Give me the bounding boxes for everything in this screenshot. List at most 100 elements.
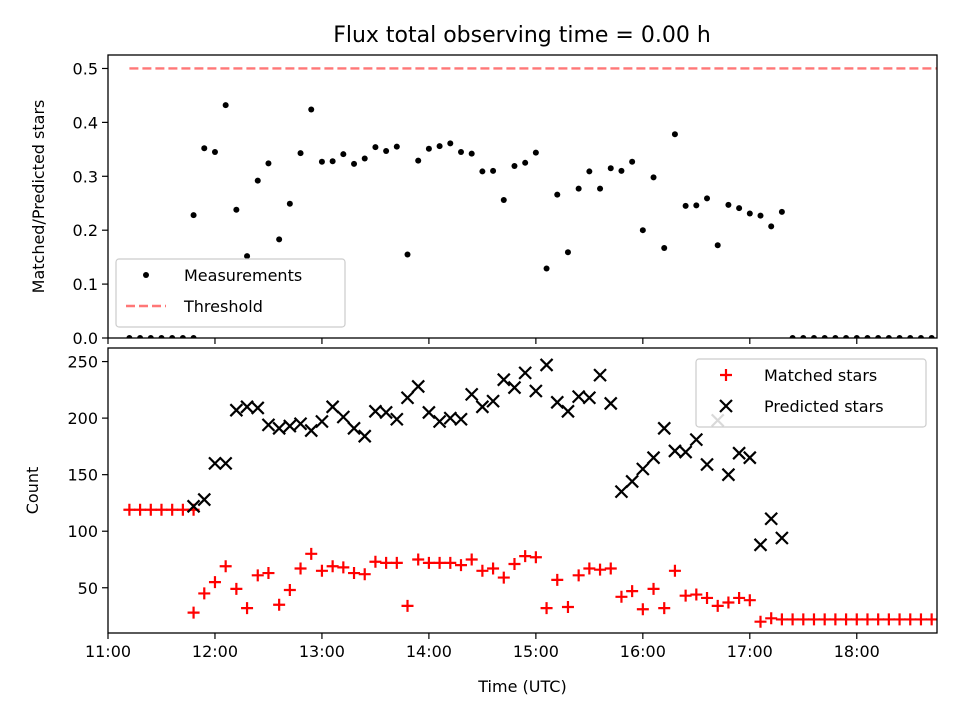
matched-star-point [701,591,714,604]
measurement-point [607,165,614,172]
measurement-point [393,143,400,150]
legend-marker [719,399,733,413]
matched-star-point [658,602,671,615]
matched-star-point [508,558,521,571]
matched-star-point [433,556,446,569]
measurement-point [351,160,358,167]
predicted-star-point [646,450,661,465]
measurement-point [864,335,871,338]
measurement-point [917,335,924,338]
measurement-point [575,185,582,192]
measurement-point [522,159,529,166]
matched-star-point [551,573,564,586]
matched-star-point [444,556,457,569]
measurement-point [671,131,678,138]
measurement-point [789,335,796,338]
y-tick-label: 150 [67,466,98,485]
matched-star-point [797,613,810,626]
x-tick-label: 11:00 [85,642,131,661]
measurement-point [950,335,956,341]
predicted-star-point [518,366,532,380]
measurement-point [158,335,165,338]
y-tick-label: 0.1 [73,275,98,294]
matched-star-point [155,503,168,516]
predicted-star-point [208,456,222,471]
predicted-star-point [272,421,286,436]
predicted-star-point [603,396,618,411]
predicted-star-point [614,484,629,499]
matched-star-point [914,613,927,626]
predicted-star-point [529,384,543,398]
measurement-point [244,253,251,260]
matched-star-point [829,613,842,626]
matched-star-point [326,560,339,573]
legend-marker [143,272,149,278]
matched-star-point [358,568,371,581]
matched-star-point [861,613,874,626]
measurement-point [479,168,486,175]
y-tick-label: 200 [67,409,98,428]
measurement-point [137,335,144,338]
plot-area [126,67,956,341]
measurement-point [222,102,229,109]
predicted-star-point [347,421,361,436]
matched-star-point [497,571,510,584]
measurement-point [201,145,208,152]
predicted-star-point [753,538,768,552]
measurement-point [457,149,464,156]
predicted-star-point [186,499,201,514]
predicted-star-point [497,372,511,387]
measurement-point [329,158,336,165]
measurement-point [276,236,283,243]
predicted-star-point [678,445,693,459]
matched-star-point [380,556,393,569]
matched-star-point [594,563,607,576]
predicted-star-point [486,394,500,408]
legend-box [695,358,927,428]
predicted-star-point [571,389,586,404]
legend-label: Predicted stars [764,397,884,416]
predicted-star-point [593,368,607,382]
measurement-point [404,251,411,258]
count-panel: 50 100 150 200 250 11:00 12:00 13:00 14:00 15:00 1… [23,347,938,696]
measurement-point [639,227,646,234]
measurement-point [372,144,379,151]
predicted-star-point [700,457,714,472]
measurement-point [447,140,454,147]
matched-star-point [487,562,500,575]
y-tick-label: 0.4 [73,113,98,132]
predicted-star-point [261,418,276,432]
matched-star-point [765,612,778,625]
predicted-star-point [657,421,672,436]
measurement-point [211,149,218,156]
matched-star-point [219,560,232,573]
y-tick-label: 50 [78,579,98,598]
x-tick-label: 18:00 [834,642,880,661]
matched-star-point [251,569,264,582]
predicted-star-point [668,444,682,458]
measurement-point [682,202,689,209]
measurement-point [725,201,732,208]
matched-star-point [754,615,767,628]
x-tick-label: 15:00 [513,642,559,661]
axes-frame [107,347,938,634]
plot-area [123,358,937,628]
series-measurements [126,102,956,341]
matched-star-point [733,591,746,604]
y-axis-label: Matched/Predicted stars [29,100,48,294]
matched-star-point [273,598,286,611]
predicted-star-point [625,474,639,489]
predicted-star-point [432,414,447,429]
matched-star-point [166,503,179,516]
predicted-star-point [443,411,458,425]
measurement-point [511,163,518,170]
y-tick-label: 100 [67,522,98,541]
measurement-point [543,265,550,272]
measurement-point [800,335,807,338]
matched-star-point [208,576,221,589]
measurement-point [500,197,507,204]
predicted-star-point [411,379,425,394]
measurement-point [254,177,261,184]
matched-star-point [561,600,574,613]
matched-star-point [679,589,692,602]
